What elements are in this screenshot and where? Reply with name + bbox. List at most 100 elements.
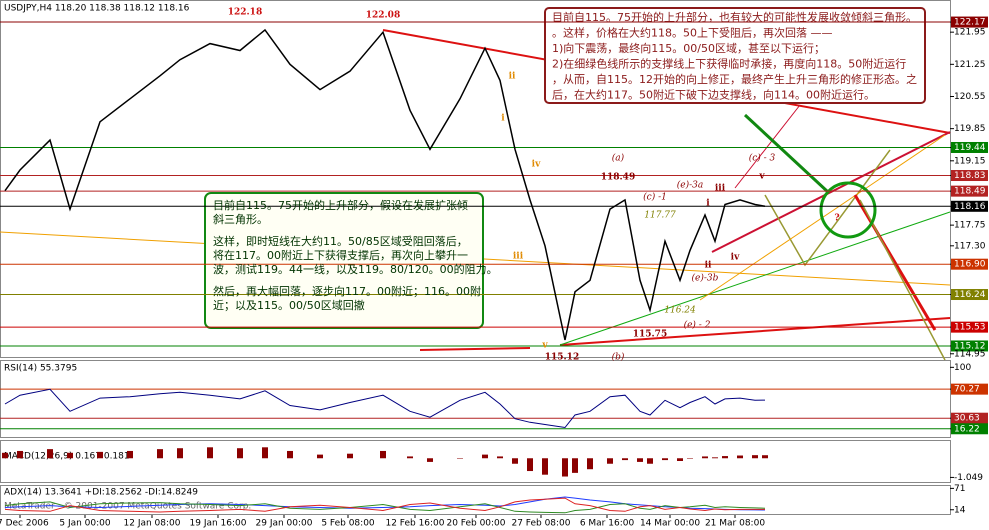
series-line (4, 497, 765, 513)
y-tick-label: 114.95 (954, 349, 986, 359)
adx-title: ADX(14) 13.3641 +DI:18.2562 -DI:14.8249 (4, 488, 198, 498)
y-tick-label: 117.30 (954, 241, 986, 251)
trend-line (711, 131, 951, 253)
note-line: 然后，再大幅回落，逐步向117。00附近；116。00附 (213, 284, 481, 298)
tick-label-bg (951, 321, 988, 333)
annotation: (c) -1 (643, 192, 667, 203)
arrow (859, 199, 946, 361)
note-line: ，从而，自115。12开始的向上修正，最终产生上升三角形的修正形态。之 (552, 72, 917, 86)
x-tick-label: 14 Mar 00:00 (640, 519, 700, 529)
bar (287, 450, 293, 459)
note-line: 目前自115。75开始的上升部分，也有较大的可能性发展收敛倾斜三角形。 (552, 10, 917, 24)
bar (607, 458, 613, 464)
note-line: 这样，即时短线在大约11。50/85区域受阻回落后， (213, 234, 468, 248)
annotation: v (758, 172, 765, 182)
x-tick-label: 27 Dec 2006 (0, 519, 49, 529)
macd-title: MACD(12,26,9) 0.167 0.181 (4, 452, 130, 462)
y-tick-label: 121.95 (954, 28, 986, 38)
y-tick-label: 115.53 (954, 323, 986, 333)
bar (647, 458, 653, 464)
arrow (853, 194, 937, 331)
bar (662, 458, 668, 461)
y-tick-label: 14 (954, 505, 966, 515)
bar (207, 447, 213, 459)
bar (237, 448, 243, 459)
note-line: 将在117。00附近上下获得支撑后，再次向上攀升一 (213, 248, 468, 262)
x-tick-label: 5 Jan 00:00 (59, 519, 111, 529)
macd-panel (0, 440, 951, 483)
bar (712, 457, 718, 459)
tick-label-bg (951, 423, 988, 435)
y-tick-label: 119.44 (954, 143, 986, 153)
y-tick-label: 121.25 (954, 60, 986, 70)
bar (637, 458, 643, 462)
bar (347, 453, 353, 459)
tick-label-bg (951, 185, 988, 197)
bar (677, 458, 683, 461)
y-tick-label: 118.83 (954, 171, 986, 181)
x-tick-label: 12 Jan 08:00 (124, 519, 181, 529)
annotation: i (501, 114, 505, 124)
annotation: 122.18 (228, 8, 262, 18)
annotation: 116.24 (664, 306, 696, 316)
y-tick-label: 117.75 (954, 221, 986, 231)
x-tick-label: 5 Feb 08:00 (321, 519, 375, 529)
bar (17, 450, 23, 459)
annotation: (a) (612, 153, 625, 164)
trend-line (559, 211, 951, 346)
tick-label-bg (951, 412, 988, 424)
bar (317, 454, 323, 459)
series-line (4, 388, 766, 429)
x-tick-label: 20 Feb 00:00 (446, 519, 505, 529)
bar (737, 455, 743, 459)
annotation: 122.08 (366, 11, 400, 21)
bar (512, 458, 518, 464)
annotation: i (706, 199, 710, 209)
y-tick-label: 115.12 (954, 341, 986, 351)
x-tick-label: 21 Mar 08:00 (705, 519, 765, 529)
bar (762, 455, 768, 459)
tick-label-bg (951, 16, 988, 28)
series-line (4, 28, 766, 341)
annotation: v (541, 341, 548, 351)
bar (587, 458, 593, 470)
trend-line (559, 317, 951, 346)
bar (497, 456, 503, 459)
annotation: iii (715, 184, 726, 194)
annotation: (c) - 3 (749, 153, 776, 164)
bar (67, 452, 73, 459)
note-line: 近；以及115。00/50区域回撤 (213, 298, 365, 312)
y-tick-label: 71 (954, 484, 965, 494)
bar (562, 458, 568, 477)
bar (687, 458, 693, 459)
tick-label-bg (951, 289, 988, 301)
bar (572, 458, 578, 473)
y-tick-label: 16.22 (954, 424, 980, 434)
annotation: iii (513, 252, 524, 262)
bar (97, 451, 103, 459)
annotation: 117.77 (644, 211, 676, 221)
bar (527, 458, 533, 472)
note-line: 。这样，价格在大约118。50上下受阻后，再次回落 —— (552, 26, 833, 40)
x-tick-label: 27 Feb 08:00 (511, 519, 570, 529)
y-tick-label: 118.49 (954, 187, 986, 197)
x-tick-label: 12 Feb 16:00 (385, 519, 444, 529)
bar (127, 450, 133, 459)
annotation: iv (532, 160, 541, 170)
bar (622, 458, 628, 461)
series-line (4, 501, 766, 514)
bar (542, 458, 548, 475)
tick-label-bg (951, 141, 988, 153)
bar (262, 447, 268, 459)
bar (752, 455, 758, 459)
y-tick-label: 119.15 (954, 156, 986, 166)
y-tick-label: 119.85 (954, 124, 986, 134)
note-line: 后，在大约117。50附近下破下边支撑线，向114。00附近运行。 (552, 88, 875, 102)
annotation: (e)-3a (677, 180, 703, 191)
y-tick-label: 118.16 (954, 202, 986, 212)
bar (177, 448, 183, 459)
bar (2, 452, 8, 459)
note-line: 波，测试119。44一线，以及119。80/120。00的阻力。 (213, 262, 498, 276)
note-line: 1)向下震荡，最终向115。00/50区域，甚至以下运行； (552, 41, 825, 55)
bar (157, 449, 163, 459)
